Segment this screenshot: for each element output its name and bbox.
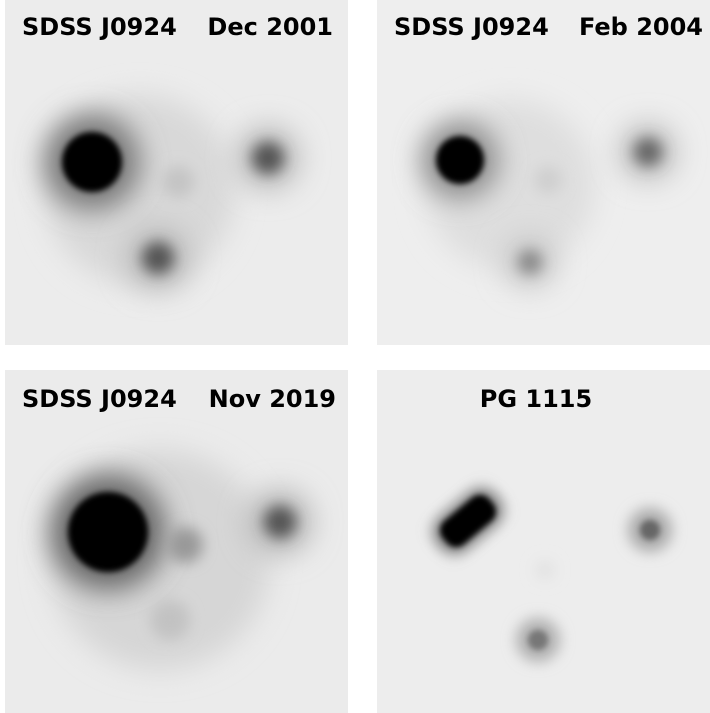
panel-date: Dec 2001 — [207, 13, 333, 41]
panel-title: SDSS J0924 — [22, 385, 177, 413]
panel-title: SDSS J0924 — [22, 13, 177, 41]
image — [422, 100, 676, 288]
panel-date: Nov 2019 — [209, 385, 336, 413]
image — [432, 487, 672, 662]
image — [44, 95, 300, 290]
image — [50, 450, 312, 670]
panel-title: SDSS J0924 — [394, 13, 549, 41]
panel-date: Feb 2004 — [579, 13, 703, 41]
panel-title: PG 1115 — [480, 385, 592, 413]
